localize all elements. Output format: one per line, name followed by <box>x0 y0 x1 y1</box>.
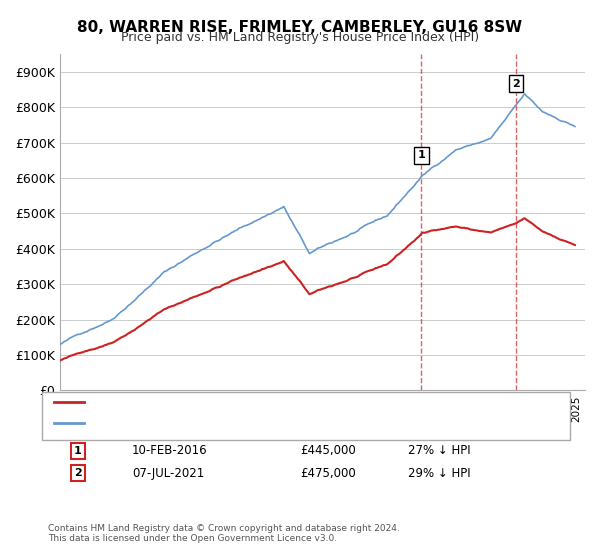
Text: HPI: Average price, detached house, Surrey Heath: HPI: Average price, detached house, Surr… <box>90 418 352 428</box>
Text: £475,000: £475,000 <box>300 466 356 480</box>
Text: 29% ↓ HPI: 29% ↓ HPI <box>408 466 470 480</box>
Text: 1: 1 <box>418 150 425 160</box>
Text: 10-FEB-2016: 10-FEB-2016 <box>132 444 208 458</box>
Text: 27% ↓ HPI: 27% ↓ HPI <box>408 444 470 458</box>
Text: 1: 1 <box>74 446 82 456</box>
Text: Price paid vs. HM Land Registry's House Price Index (HPI): Price paid vs. HM Land Registry's House … <box>121 31 479 44</box>
Text: £445,000: £445,000 <box>300 444 356 458</box>
Text: Contains HM Land Registry data © Crown copyright and database right 2024.
This d: Contains HM Land Registry data © Crown c… <box>48 524 400 543</box>
Text: 07-JUL-2021: 07-JUL-2021 <box>132 466 204 480</box>
Text: 80, WARREN RISE, FRIMLEY, CAMBERLEY, GU16 8SW: 80, WARREN RISE, FRIMLEY, CAMBERLEY, GU1… <box>77 20 523 35</box>
Text: 2: 2 <box>74 468 82 478</box>
Text: 80, WARREN RISE, FRIMLEY, CAMBERLEY, GU16 8SW (detached house): 80, WARREN RISE, FRIMLEY, CAMBERLEY, GU1… <box>90 397 458 407</box>
Text: 2: 2 <box>512 78 520 88</box>
